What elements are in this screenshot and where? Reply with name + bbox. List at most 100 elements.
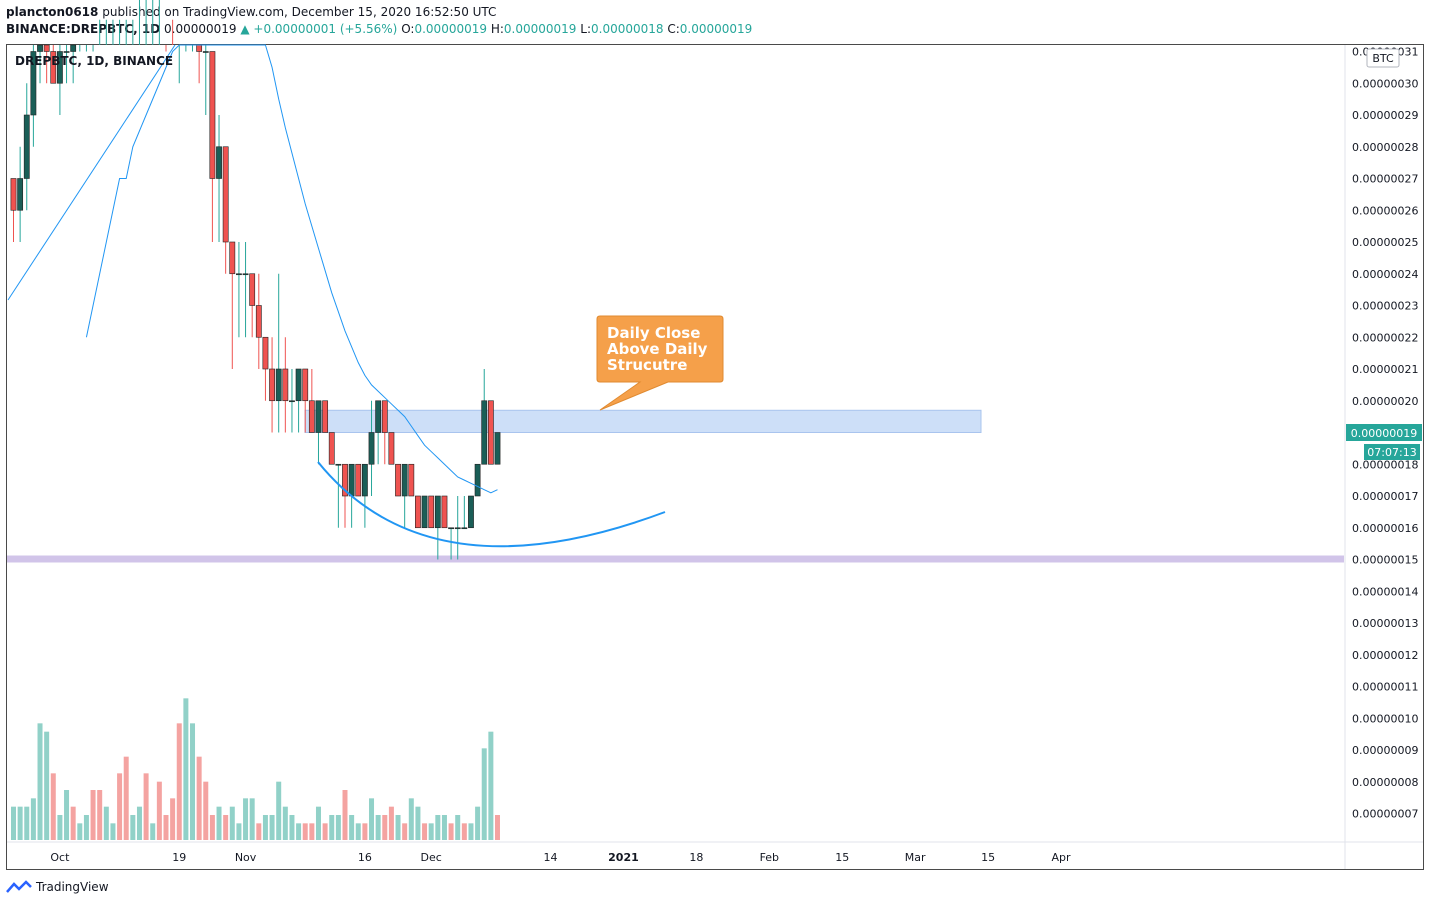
volume-bar [395, 815, 401, 840]
candle[interactable] [481, 369, 488, 465]
candle-body [229, 241, 236, 275]
candle[interactable] [196, 44, 203, 84]
candle[interactable] [401, 463, 408, 528]
footer[interactable]: TradingView [6, 880, 109, 894]
candle-body [421, 495, 428, 529]
candle[interactable] [381, 400, 388, 465]
volume-bar [209, 815, 215, 840]
candle[interactable] [222, 146, 229, 274]
candle[interactable] [50, 45, 57, 84]
candle[interactable] [487, 400, 494, 465]
price-tick-label: 0.00000030 [1352, 77, 1418, 90]
candle[interactable] [63, 45, 70, 84]
candle[interactable] [335, 463, 342, 528]
candle[interactable] [454, 496, 461, 560]
candle[interactable] [322, 400, 329, 433]
volume-bar [30, 798, 36, 840]
time-tick-label: 14 [544, 851, 558, 864]
candle[interactable] [421, 495, 428, 529]
current-price-label: 0.00000019 [1351, 427, 1417, 440]
candle[interactable] [428, 495, 435, 529]
candle[interactable] [70, 44, 77, 84]
currency-badge[interactable] [1366, 48, 1400, 68]
candle[interactable] [441, 495, 448, 529]
candle[interactable] [342, 463, 348, 528]
candle[interactable] [37, 44, 43, 84]
candle[interactable] [434, 495, 441, 560]
volume-bar [335, 815, 341, 840]
volume-bar [455, 815, 461, 840]
candle[interactable] [295, 368, 302, 433]
candle-body [474, 463, 481, 497]
volume-bar [249, 798, 255, 840]
candle[interactable] [395, 463, 401, 497]
candle[interactable] [388, 432, 395, 465]
volume-bar [448, 823, 454, 840]
candle[interactable] [494, 432, 501, 465]
candle-body [335, 463, 342, 466]
rounded-bottom-arc[interactable] [317, 461, 666, 548]
candle-body [50, 51, 57, 84]
candle[interactable] [255, 273, 262, 369]
candle[interactable] [302, 368, 309, 433]
candle[interactable] [328, 432, 335, 465]
volume-bar [117, 773, 123, 840]
candle[interactable] [308, 369, 315, 433]
candle[interactable] [461, 496, 468, 530]
candle[interactable] [315, 400, 322, 465]
volume-bar [362, 823, 368, 840]
annotation-line-3: Strucutre [607, 356, 687, 374]
symbol-line[interactable]: BINANCE:DREPBTC, 1D [6, 22, 161, 36]
volume-bar [402, 823, 408, 840]
candle[interactable] [355, 463, 362, 497]
candle[interactable] [275, 273, 282, 433]
candle-body [401, 463, 408, 497]
candle[interactable] [242, 242, 249, 338]
current-price-tag [1346, 424, 1422, 441]
open-label: O: [401, 22, 415, 36]
candle[interactable] [468, 495, 474, 529]
candle[interactable] [57, 45, 63, 115]
candle[interactable] [249, 273, 256, 338]
candle[interactable] [30, 45, 37, 147]
volume-bar [475, 806, 481, 840]
price-change: +0.00000001 (+5.56%) [253, 22, 398, 36]
candle[interactable] [229, 241, 236, 369]
candle[interactable] [448, 527, 454, 560]
candle[interactable] [375, 400, 382, 465]
candle-body [216, 146, 222, 179]
candle[interactable] [23, 83, 30, 211]
candle[interactable] [415, 495, 421, 529]
candle[interactable] [202, 45, 209, 115]
candle[interactable] [43, 44, 50, 84]
volume-bar [315, 806, 321, 840]
volume-bar [24, 806, 30, 840]
candle[interactable] [408, 463, 415, 497]
candle[interactable] [361, 463, 368, 528]
volume-bar [17, 806, 23, 840]
candle[interactable] [474, 463, 481, 497]
candle[interactable] [236, 242, 242, 338]
candle[interactable] [368, 400, 375, 496]
annotation-callout[interactable]: Daily Close Above Daily Strucutre [596, 315, 724, 411]
author[interactable]: plancton0618 [6, 5, 99, 19]
candle[interactable] [209, 51, 216, 243]
up-arrow-icon: ▲ [240, 22, 250, 36]
candle[interactable] [269, 337, 275, 433]
candle[interactable] [289, 369, 295, 433]
price-tick-label: 0.00000015 [1352, 554, 1418, 567]
volume-bar [156, 781, 162, 840]
candle[interactable] [262, 336, 269, 401]
candle[interactable] [17, 146, 24, 242]
candle[interactable] [10, 178, 17, 243]
structure-zone[interactable] [304, 409, 982, 433]
annotation-line-2: Above Daily [607, 340, 708, 358]
candle[interactable] [282, 337, 289, 433]
candle-body [415, 495, 421, 529]
time-axis[interactable]: Oct 19 Nov 16 Dec 14 2021 18 Feb 15 Mar 15 Apr [50, 851, 1071, 864]
ohlc-line: BINANCE:DREPBTC, 1D 0.00000019 ▲ +0.0000… [6, 22, 752, 36]
candle[interactable] [216, 115, 222, 242]
support-line[interactable] [7, 555, 1344, 563]
price-tick-label: 0.00000011 [1352, 681, 1418, 694]
